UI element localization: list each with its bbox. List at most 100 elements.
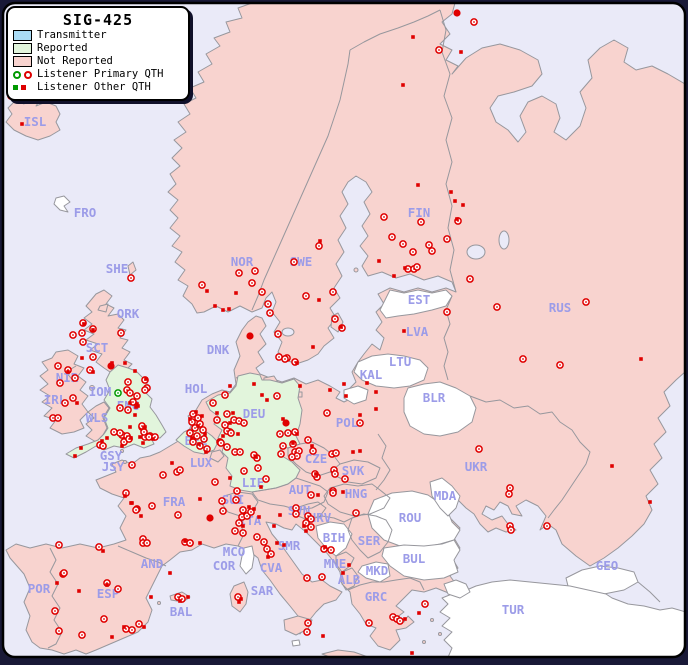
country-label-bih: BIH (323, 530, 346, 545)
legend-panel: SIG-425 Transmitter Reported Not Reported L… (6, 6, 190, 101)
listener-primary-qth-dot (82, 341, 84, 343)
listener-other-qth-marker (183, 539, 187, 543)
listener-other-qth-marker (143, 425, 147, 429)
listener-primary-qth-dot (226, 446, 228, 448)
listener-primary-qth-dot (321, 576, 323, 578)
country-label-dnk: DNK (207, 342, 230, 357)
country-label-lux: LUX (190, 455, 213, 470)
country-label-ork: ORK (117, 306, 140, 321)
listener-primary-qth-dot (191, 421, 193, 423)
listener-primary-qth-dot (307, 622, 309, 624)
island-shetland (127, 261, 137, 276)
listener-other-qth-marker (252, 382, 256, 386)
listener-other-qth-marker (459, 50, 463, 54)
listener-primary-qth-dot (202, 429, 204, 431)
listener-other-qth-marker (55, 581, 59, 585)
listener-primary-qth-dot (402, 243, 404, 245)
listener-other-qth-marker (341, 490, 345, 494)
country-tur (439, 579, 685, 657)
listener-other-qth-marker (100, 439, 104, 443)
listener-other-qth-marker (66, 370, 70, 374)
listener-other-qth-marker (203, 432, 207, 436)
listener-other-qth-marker (122, 625, 126, 629)
listener-other-qth-marker (311, 345, 315, 349)
listener-primary-qth-dot (334, 318, 336, 320)
listener-other-qth-marker (80, 356, 84, 360)
listener-other-qth-marker (314, 472, 318, 476)
listener-other-qth-marker (129, 436, 133, 440)
listener-primary-qth-dot (238, 272, 240, 274)
listener-primary-qth-dot (138, 623, 140, 625)
listener-primary-qth-dot (306, 631, 308, 633)
listener-other-qth-marker (347, 563, 351, 567)
listener-primary-qth-dot (224, 394, 226, 396)
island-guernsey (120, 449, 124, 453)
listener-primary-qth-dot (212, 402, 214, 404)
listener-primary-qth-dot (269, 312, 271, 314)
country-label-cze: CZE (305, 451, 328, 466)
legend-item: Transmitter (13, 29, 183, 42)
listener-primary-qth-dot (203, 438, 205, 440)
lake-ladoga (466, 244, 486, 260)
listener-other-qth-marker (105, 436, 109, 440)
listener-other-qth-marker (302, 524, 306, 528)
listener-other-qth-marker (321, 634, 325, 638)
listener-other-qth-marker (374, 407, 378, 411)
listener-primary-qth-dot (179, 469, 181, 471)
legend-label: Reported (37, 42, 88, 54)
listener-primary-qth-dot (335, 452, 337, 454)
listener-other-qth-marker (401, 83, 405, 87)
listener-primary-qth-dot (58, 630, 60, 632)
listener-other-qth-marker (317, 298, 321, 302)
listener-primary-qth-dot (194, 427, 196, 429)
country-kal (343, 385, 369, 405)
listener-primary-qth-dot (241, 516, 243, 518)
listener-primary-qth-dot (412, 251, 414, 253)
island-aegean-1 (430, 618, 434, 622)
island-ireland (39, 349, 89, 435)
country-label-she: SHE (106, 261, 129, 276)
listener-cluster-dot (453, 9, 461, 17)
listener-primary-qth-dot (293, 261, 295, 263)
listener-primary-qth-dot (276, 395, 278, 397)
listener-other-qth-marker (455, 217, 459, 221)
country-tur-thrace (443, 579, 471, 599)
listener-primary-qth-dot (305, 295, 307, 297)
listener-other-qth-marker (79, 446, 83, 450)
listener-other-qth-marker (344, 394, 348, 398)
listener-other-qth-marker (461, 203, 465, 207)
listener-primary-qth-dot (131, 464, 133, 466)
listener-other-qth-marker (282, 543, 286, 547)
listener-primary-qth-dot (177, 596, 179, 598)
listener-primary-qth-dot (307, 439, 309, 441)
listener-primary-qth-dot (131, 629, 133, 631)
listener-other-qth-marker (139, 514, 143, 518)
listener-other-qth-marker (377, 259, 381, 263)
legend-item: Reported (13, 42, 183, 55)
listener-primary-qth-dot (438, 49, 440, 51)
country-label-mco: MCO (223, 544, 246, 559)
listener-primary-qth-dot (146, 542, 148, 544)
listener-other-qth-marker (215, 411, 219, 415)
listener-primary-qth-dot (233, 419, 235, 421)
country-bih (315, 521, 353, 557)
listener-primary-qth-dot (312, 450, 314, 452)
listener-other-qth-marker (138, 435, 142, 439)
listener-primary-qth-dot (234, 451, 236, 453)
listener-primary-qth-dot (310, 526, 312, 528)
listener-primary-qth-dot (224, 424, 226, 426)
country-label-tur: TUR (502, 602, 525, 617)
country-labels: ISLFROSHEORKSCTNIRIRLIOMENGWLSGSYJSYHOLB… (24, 114, 619, 619)
listener-primary-qth-dot (355, 512, 357, 514)
listener-primary-qth-dot (192, 441, 194, 443)
listener-primary-qth-dot (478, 448, 480, 450)
country-label-fro: FRO (74, 205, 97, 220)
listener-primary-qth-dot (431, 250, 433, 252)
legend-label: Listener Other QTH (37, 81, 151, 93)
island-man (89, 385, 95, 391)
listener-primary-qth-dot (368, 622, 370, 624)
island-aland (353, 267, 359, 273)
listener-primary-qth-dot (144, 389, 146, 391)
